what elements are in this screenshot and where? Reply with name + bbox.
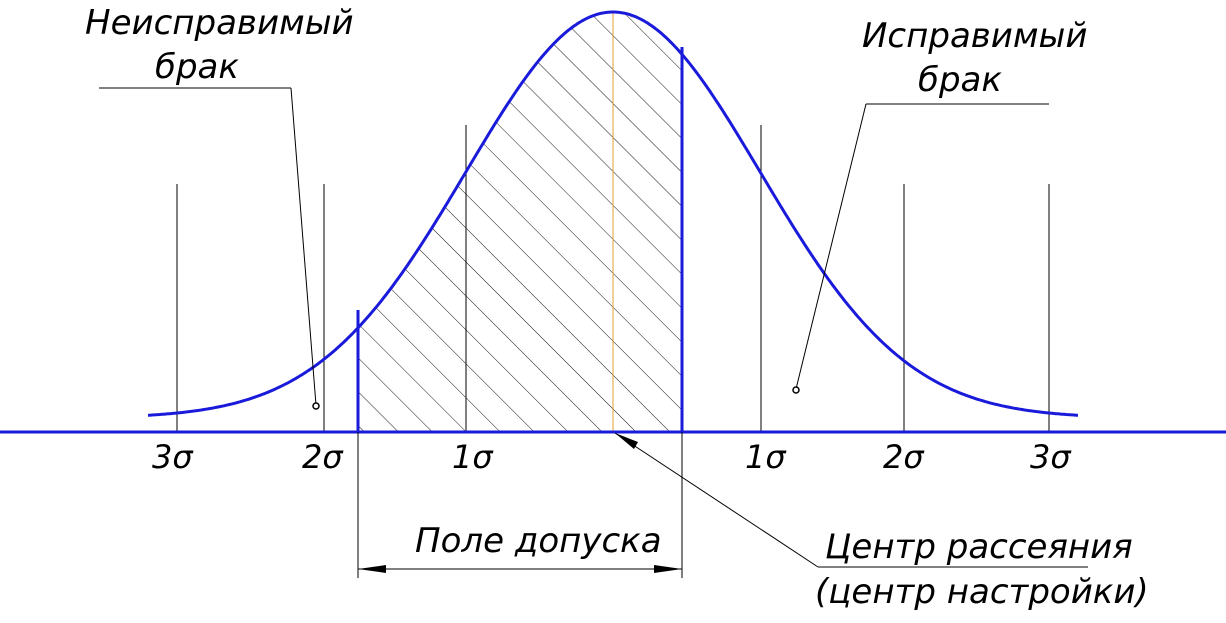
irreparable-label-line1: Неисправимый xyxy=(85,3,354,43)
sigma-label-right-2: 2σ xyxy=(883,438,925,476)
tolerance-area-hatch xyxy=(358,12,682,432)
reparable-label-line1: Исправимый xyxy=(862,16,1088,56)
reparable-leader-line xyxy=(795,103,867,390)
bell-curve xyxy=(147,10,1079,417)
sigma-label-left-3: 3σ xyxy=(152,438,194,476)
tolerance-arrow-left xyxy=(358,565,386,573)
irreparable-label-line2: брак xyxy=(155,47,239,87)
reparable-label-line2: брак xyxy=(918,60,1002,100)
sigma-label-right-3: 3σ xyxy=(1030,438,1072,476)
center-leader-arrow xyxy=(615,433,638,449)
tolerance-arrow-right xyxy=(654,565,682,573)
irreparable-leader-dot xyxy=(312,402,320,410)
sigma-label-right-1: 1σ xyxy=(745,438,787,476)
tolerance-field-label: Поле допуска xyxy=(415,521,662,561)
center-leader-line xyxy=(614,432,819,568)
sigma-label-left-1: 1σ xyxy=(452,438,494,476)
reparable-leader-dot xyxy=(792,386,800,394)
irreparable-leader-line xyxy=(290,87,317,406)
sigma-label-left-2: 2σ xyxy=(302,438,344,476)
center-label-line2: (центр настройки) xyxy=(815,572,1149,612)
center-label-line1: Центр рассеяния xyxy=(825,527,1133,567)
